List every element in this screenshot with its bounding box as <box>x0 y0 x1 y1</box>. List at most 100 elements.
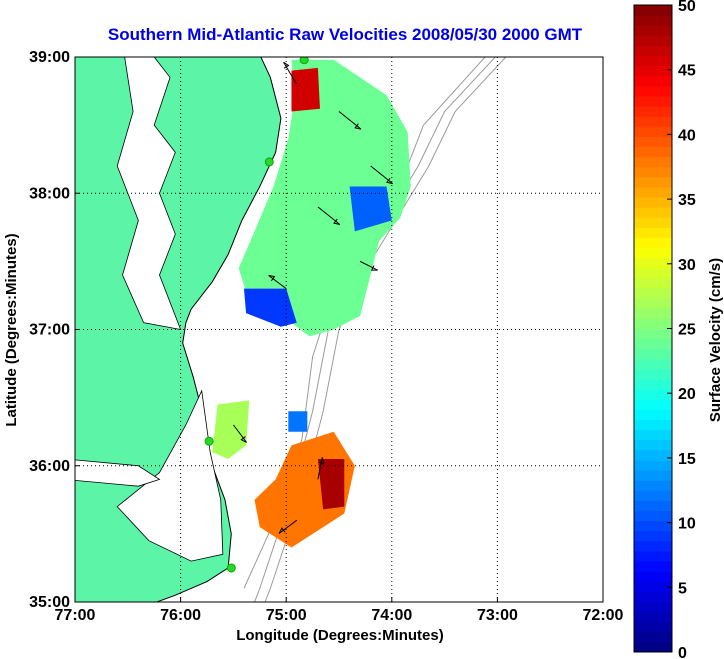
velocity-region-north-slow-east <box>349 186 392 232</box>
colorbar-segment <box>634 308 672 319</box>
colorbar-segment <box>634 166 672 178</box>
colorbar-segment <box>634 106 672 117</box>
velocity-arrowhead-6 <box>240 436 247 443</box>
colorbar-tick-label: 5 <box>678 580 687 597</box>
colorbar-segment <box>634 45 672 57</box>
velocity-arrow-3 <box>317 206 341 225</box>
colorbar-segment <box>634 510 672 522</box>
y-tick-label: 39:00 <box>29 49 70 66</box>
colorbar: 0 5 10 15 20 25 30 35 40 45 50 <box>633 0 696 659</box>
colorbar-segment <box>634 247 672 259</box>
colorbar-segment <box>634 389 672 400</box>
colorbar-segment <box>634 429 672 441</box>
colorbar-segment <box>634 490 672 501</box>
velocity-arrow-5 <box>268 275 287 290</box>
velocity-arrowhead-7 <box>318 457 325 464</box>
colorbar-segment <box>634 500 672 511</box>
colorbar-tick-label: 25 <box>678 322 696 339</box>
colorbar-segment <box>634 561 672 572</box>
colorbar-segment <box>634 641 672 653</box>
radar-site-marker <box>299 57 309 65</box>
colorbar-segment <box>634 631 672 643</box>
colorbar-segment <box>634 571 672 582</box>
y-tick-label: 36:00 <box>29 458 70 475</box>
velocity-arrowhead-4 <box>370 265 378 271</box>
colorbar-segment <box>634 368 672 380</box>
colorbar-segment <box>634 298 672 309</box>
colorbar-segment <box>634 186 672 198</box>
colorbar-segment <box>634 35 672 46</box>
sound-water <box>116 389 224 562</box>
x-tick-label: 75:00 <box>266 607 307 624</box>
colorbar-tick-label: 30 <box>678 257 696 274</box>
colorbar-segment <box>634 621 672 633</box>
colorbar-segment <box>634 581 672 592</box>
colorbar-segment <box>634 55 672 67</box>
colorbar-segment <box>634 591 672 602</box>
colorbar-segment <box>634 459 672 471</box>
radar-site-marker <box>264 157 274 167</box>
colorbar-segment <box>634 277 672 289</box>
y-tick-label: 35:00 <box>29 594 70 611</box>
colorbar-segment <box>634 85 672 97</box>
x-tick-label: 76:00 <box>160 607 201 624</box>
colorbar-segment <box>634 520 672 532</box>
velocity-region-mid-patch <box>212 400 250 459</box>
x-tick-label: 72:00 <box>583 607 624 624</box>
x-tick-label: 73:00 <box>477 607 518 624</box>
colorbar-segment <box>634 399 672 410</box>
colorbar-segment <box>634 176 672 188</box>
colorbar-segment <box>634 540 672 552</box>
colorbar-segment <box>634 480 672 491</box>
colorbar-segment <box>634 207 672 218</box>
colorbar-segment <box>634 5 672 16</box>
colorbar-segment <box>634 15 672 26</box>
y-axis-label: Latitude (Degrees:Minutes) <box>3 233 20 426</box>
colorbar-segment <box>634 116 672 127</box>
river-water <box>75 459 161 487</box>
colorbar-segment <box>634 409 672 420</box>
plot-area: 77:00 76:00 75:00 74:00 73:00 72:00 35:00 36:00… <box>29 49 624 624</box>
colorbar-segment <box>634 449 672 461</box>
colorbar-tick-label: 40 <box>678 127 696 144</box>
colorbar-segment <box>634 550 672 562</box>
x-axis-label: Longitude (Degrees:Minutes) <box>236 627 444 644</box>
velocity-arrow-8 <box>278 519 298 534</box>
colorbar-segment <box>634 288 672 299</box>
colorbar-segment <box>634 217 672 228</box>
velocity-region-north-fast <box>291 67 320 112</box>
velocity-arrowhead-2 <box>385 177 393 185</box>
chart-title: Southern Mid-Atlantic Raw Velocities 200… <box>108 25 583 44</box>
colorbar-segment <box>634 318 672 329</box>
colorbar-segment <box>634 611 672 623</box>
y-tick-label: 37:00 <box>29 322 70 339</box>
x-tick-label: 74:00 <box>371 607 412 624</box>
velocity-arrowhead-0 <box>283 61 290 69</box>
colorbar-tick-label: 20 <box>678 386 696 403</box>
colorbar-segment <box>634 25 672 36</box>
colorbar-segment <box>634 470 672 481</box>
colorbar-segment <box>634 136 672 148</box>
colorbar-segment <box>634 197 672 208</box>
colorbar-segment <box>634 95 672 107</box>
velocity-arrow-4 <box>359 260 378 271</box>
colorbar-segment <box>634 257 672 269</box>
colorbar-segment <box>634 237 672 249</box>
colorbar-segment <box>634 358 672 370</box>
radar-site-marker <box>226 563 236 573</box>
colorbar-segment <box>634 348 672 360</box>
velocity-arrowhead-8 <box>278 527 286 534</box>
colorbar-tick-label: 50 <box>678 0 696 15</box>
colorbar-segment <box>634 75 672 87</box>
colorbar-segment <box>634 601 672 613</box>
velocity-arrow-7 <box>317 457 323 480</box>
colorbar-tick-label: 15 <box>678 451 696 468</box>
velocity-arrowhead-1 <box>354 123 362 130</box>
colorbar-segment <box>634 530 672 542</box>
velocity-arrowhead-3 <box>333 218 340 225</box>
colorbar-segment <box>634 328 672 340</box>
radar-site-marker <box>204 436 214 446</box>
velocity-region-north-core <box>238 59 411 337</box>
velocity-arrowhead-5 <box>268 274 276 282</box>
